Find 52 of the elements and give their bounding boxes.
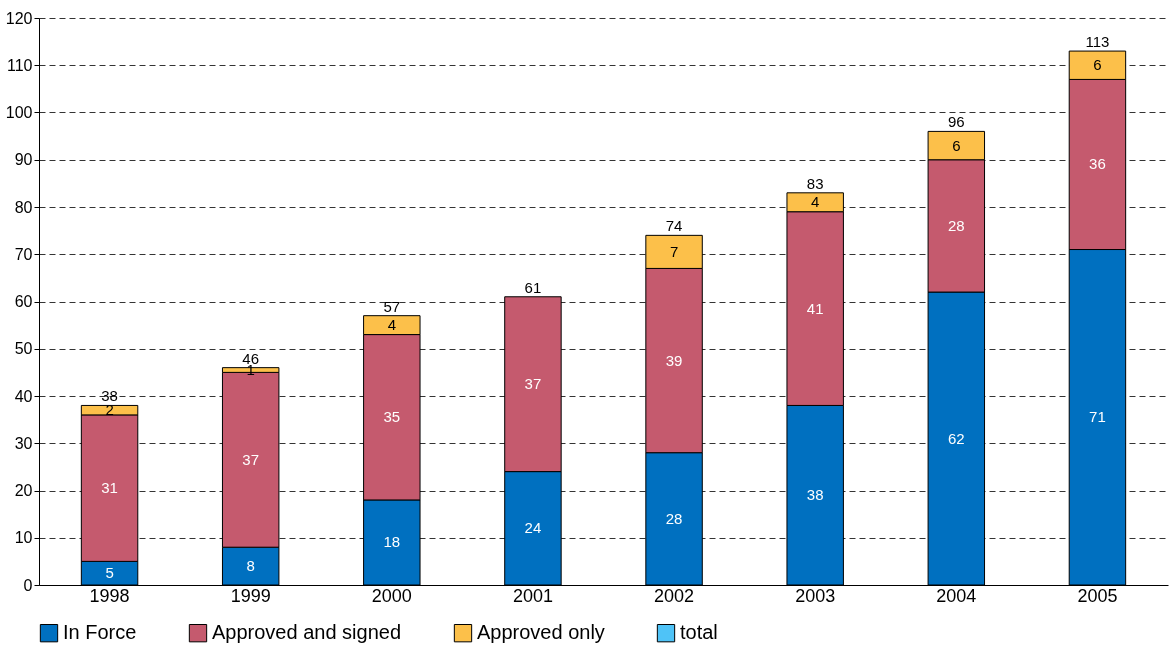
total-label: 83 xyxy=(806,174,824,192)
data-label: 7 xyxy=(669,242,679,260)
x-tick-label: 1998 xyxy=(89,585,130,606)
data-label: 6 xyxy=(1093,56,1102,74)
y-tick-label: 60 xyxy=(14,293,33,310)
data-label: 38 xyxy=(806,486,824,504)
data-label: 36 xyxy=(1089,155,1106,173)
y-tick-label: 90 xyxy=(14,151,33,169)
x-tick-label: 2003 xyxy=(795,585,836,606)
y-tick-label: 110 xyxy=(6,56,33,74)
data-label: 28 xyxy=(947,216,965,234)
data-label: 4 xyxy=(811,193,820,211)
data-label: 24 xyxy=(524,519,542,537)
y-tick-label: 50 xyxy=(14,340,33,358)
x-tick-label: 2002 xyxy=(654,585,695,606)
legend-label: Approved and signed xyxy=(212,621,402,644)
y-tick-label: 0 xyxy=(23,576,33,594)
total-label: 96 xyxy=(947,113,965,131)
data-label: 62 xyxy=(947,429,965,447)
data-label: 35 xyxy=(383,408,401,426)
data-label: 6 xyxy=(952,136,961,154)
total-label: 74 xyxy=(665,217,683,235)
data-label: 41 xyxy=(806,299,824,317)
x-tick-label: 2005 xyxy=(1077,585,1118,606)
y-tick-label: 100 xyxy=(5,104,33,121)
data-label: 71 xyxy=(1089,408,1106,426)
total-label: 57 xyxy=(383,297,401,315)
y-tick-label: 80 xyxy=(14,198,33,216)
data-label: 39 xyxy=(665,351,683,369)
data-label: 18 xyxy=(383,533,401,551)
y-tick-label: 20 xyxy=(14,482,33,499)
data-label: 8 xyxy=(246,557,255,575)
data-label: 28 xyxy=(665,509,683,527)
data-label: 4 xyxy=(387,316,396,334)
y-tick-label: 120 xyxy=(5,9,33,27)
x-tick-label: 2000 xyxy=(371,585,412,606)
x-tick-label: 1999 xyxy=(230,585,271,606)
data-label: 31 xyxy=(101,479,118,497)
y-tick-label: 70 xyxy=(14,245,33,263)
x-tick-label: 2004 xyxy=(936,585,977,606)
legend-label: total xyxy=(680,621,718,644)
x-tick-label: 2001 xyxy=(512,585,553,606)
total-label: 113 xyxy=(1085,33,1110,51)
data-label: 37 xyxy=(242,450,260,468)
data-label: 5 xyxy=(105,564,114,582)
legend-label: In Force xyxy=(63,621,137,644)
data-label: 37 xyxy=(524,375,542,393)
legend-label: Approved only xyxy=(477,621,605,644)
total-label: 61 xyxy=(524,278,542,296)
y-tick-label: 40 xyxy=(14,387,33,405)
y-tick-label: 30 xyxy=(14,434,33,452)
y-tick-label: 10 xyxy=(14,529,33,547)
